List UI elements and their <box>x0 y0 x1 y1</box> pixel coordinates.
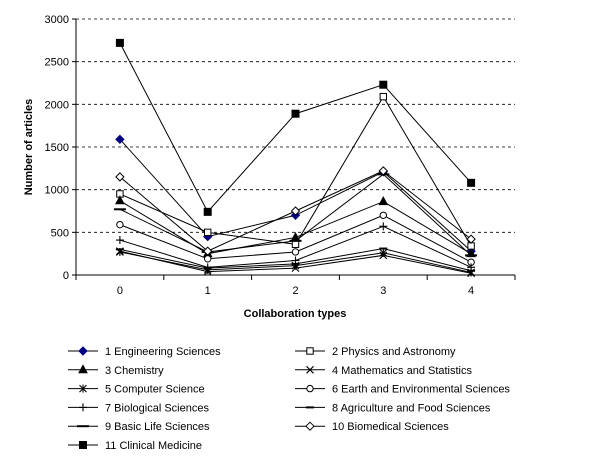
x-axis-title: Collaboration types <box>244 308 347 320</box>
legend-marker <box>78 364 88 374</box>
data-point <box>115 134 125 145</box>
series-8 <box>115 247 476 272</box>
x-tick-label: 1 <box>205 285 211 297</box>
legend: 1 Engineering Sciences 2 Physics and Astr… <box>68 346 510 452</box>
legend-marker <box>79 403 87 412</box>
legend-marker <box>306 365 314 374</box>
legend-marker <box>306 347 314 355</box>
data-point <box>378 196 389 206</box>
data-point <box>379 222 388 231</box>
y-tick-labels: 0 500 1000 1500 2000 2500 3000 <box>45 14 69 282</box>
data-point <box>115 195 125 205</box>
gridlines <box>76 18 515 233</box>
data-point <box>379 211 387 219</box>
legend-marker <box>79 384 87 393</box>
data-point <box>116 220 124 229</box>
series-2 <box>116 92 475 250</box>
y-tick-label: 3000 <box>45 14 69 26</box>
legend-marker <box>79 441 87 449</box>
data-point <box>203 207 212 216</box>
legend-label: 4 Mathematics and Statistics <box>332 365 473 377</box>
data-point <box>115 236 124 245</box>
legend-item: 10 Biomedical Sciences <box>295 421 449 433</box>
y-tick-label: 2000 <box>45 99 69 111</box>
y-tick-label: 2500 <box>45 57 69 69</box>
data-point <box>466 234 476 244</box>
data-point <box>379 248 388 257</box>
x-tick-labels: 0 1 2 3 4 <box>117 285 474 297</box>
legend-item: 1 Engineering Sciences <box>68 346 221 358</box>
data-point <box>204 255 212 263</box>
data-point <box>467 178 476 187</box>
y-tick-label: 500 <box>51 227 69 239</box>
y-tick-label: 1500 <box>45 142 69 154</box>
data-point <box>378 166 389 176</box>
legend-marker <box>78 346 88 356</box>
legend-item: 8 Agriculture and Food Sciences <box>295 402 491 414</box>
legend-item: 7 Biological Sciences <box>68 402 209 414</box>
legend-label: 7 Biological Sciences <box>105 402 209 414</box>
data-point <box>291 240 300 248</box>
series-11 <box>115 38 476 216</box>
legend-marker <box>305 421 315 431</box>
data-point <box>291 248 300 256</box>
x-tick-label: 2 <box>292 285 298 297</box>
legend-label: 2 Physics and Astronomy <box>332 346 456 358</box>
series-lines <box>113 38 478 278</box>
x-tick-label: 4 <box>468 285 474 297</box>
legend-item: 2 Physics and Astronomy <box>295 346 456 358</box>
legend-item: 11 Clinical Medicine <box>68 440 202 452</box>
legend-label: 11 Clinical Medicine <box>105 440 202 452</box>
legend-label: 5 Computer Science <box>105 384 205 396</box>
data-point <box>291 109 300 118</box>
axes <box>72 18 516 280</box>
series-line <box>119 95 472 247</box>
legend-label: 9 Basic Life Sciences <box>105 421 210 433</box>
series-9 <box>113 173 478 257</box>
data-point <box>379 80 388 89</box>
series-line <box>119 42 472 213</box>
data-point <box>290 206 301 216</box>
legend-item: 6 Earth and Environmental Sciences <box>295 384 510 396</box>
legend-label: 1 Engineering Sciences <box>105 346 221 358</box>
x-tick-label: 0 <box>117 285 123 297</box>
legend-label: 8 Agriculture and Food Sciences <box>332 402 491 414</box>
data-point <box>202 246 213 256</box>
legend-marker <box>306 384 314 393</box>
x-tick-label: 3 <box>380 285 386 297</box>
y-tick-label: 0 <box>63 270 69 282</box>
legend-item: 5 Computer Science <box>68 384 205 396</box>
legend-label: 3 Chemistry <box>105 365 164 377</box>
legend-item: 9 Basic Life Sciences <box>68 421 210 433</box>
series-10 <box>115 166 476 256</box>
legend-label: 6 Earth and Environmental Sciences <box>332 384 510 396</box>
data-point <box>115 172 125 182</box>
legend-item: 3 Chemistry <box>68 364 164 377</box>
legend-label: 10 Biomedical Sciences <box>332 421 449 433</box>
data-point <box>115 38 124 47</box>
data-point <box>379 92 388 101</box>
series-6 <box>116 211 475 266</box>
y-tick-label: 1000 <box>45 185 69 197</box>
data-point <box>204 228 212 237</box>
y-axis-title: Number of articles <box>23 99 35 196</box>
legend-item: 4 Mathematics and Statistics <box>295 365 473 377</box>
